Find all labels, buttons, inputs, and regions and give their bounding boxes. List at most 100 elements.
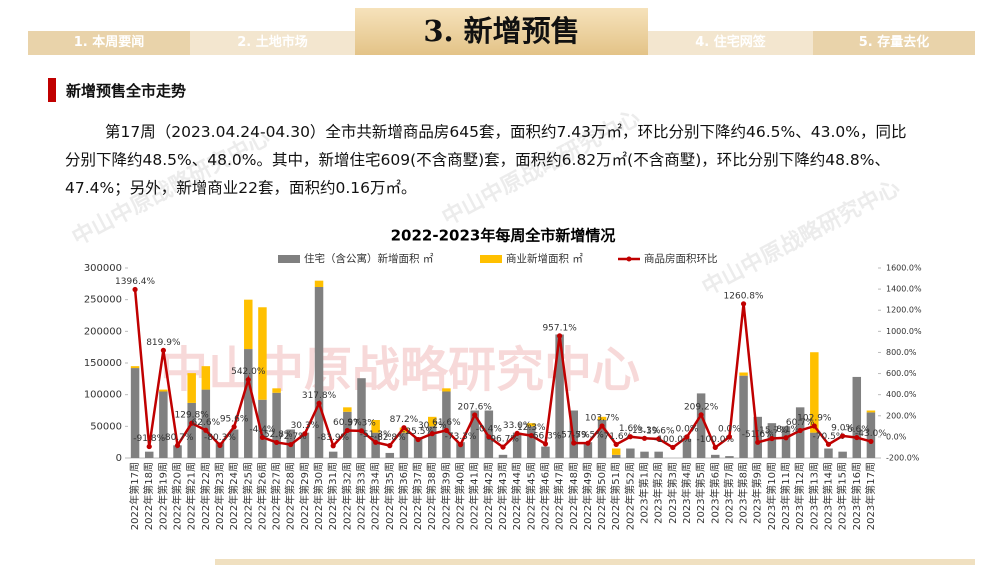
y-tick-label: 250000 bbox=[84, 295, 122, 306]
x-tick-label: 2023年第17周 bbox=[864, 462, 877, 530]
data-label: 542.0% bbox=[231, 367, 266, 377]
data-label: -0.4% bbox=[476, 424, 503, 434]
x-tick-label: 2022年第21周 bbox=[185, 462, 198, 530]
tab[interactable]: 5. 存量去化 bbox=[813, 31, 975, 55]
x-tick-label: 2022年第17周 bbox=[128, 462, 141, 530]
bar bbox=[244, 299, 253, 350]
line-marker bbox=[132, 286, 138, 293]
data-label: -66.3% bbox=[530, 431, 562, 441]
x-tick-label: 2023年第10周 bbox=[765, 462, 778, 530]
bar bbox=[300, 432, 310, 458]
data-label: -19.6% bbox=[643, 426, 675, 436]
bar bbox=[413, 437, 423, 458]
bar bbox=[866, 412, 876, 458]
x-tick-label: 2023年第6周 bbox=[708, 462, 721, 524]
line-marker bbox=[203, 427, 209, 433]
bar bbox=[852, 376, 862, 458]
x-tick-label: 2023年第11周 bbox=[779, 462, 792, 530]
data-label: -96.7% bbox=[487, 435, 519, 445]
data-label: 0.0% bbox=[676, 424, 699, 434]
y-tick-label: 150000 bbox=[84, 358, 122, 369]
bar bbox=[130, 366, 140, 369]
x-tick-label: 2022年第35周 bbox=[383, 462, 396, 530]
line-marker bbox=[302, 431, 308, 437]
data-label: -80.7% bbox=[162, 433, 194, 443]
data-label: -100.0% bbox=[654, 435, 692, 445]
bar bbox=[343, 411, 352, 458]
line-marker bbox=[698, 412, 704, 418]
tab-active[interactable]: 3. 新增预售 bbox=[355, 8, 648, 55]
data-label: 60.9% bbox=[333, 418, 362, 428]
legend-label: 商品房面积环比 bbox=[644, 252, 718, 265]
tab[interactable]: 4. 住宅网签 bbox=[648, 31, 813, 55]
data-label: -100.0% bbox=[696, 435, 734, 445]
bar bbox=[229, 429, 239, 458]
x-tick-label: 2022年第33周 bbox=[354, 462, 367, 530]
line-marker bbox=[358, 428, 365, 434]
line-marker bbox=[514, 430, 520, 437]
bar bbox=[470, 410, 479, 458]
line-marker bbox=[797, 427, 803, 434]
y-tick-label: 0 bbox=[116, 453, 122, 464]
data-label: 30.2% bbox=[418, 421, 447, 431]
x-tick-label: 2022年第41周 bbox=[468, 462, 481, 530]
line-marker bbox=[599, 423, 605, 429]
line-marker bbox=[769, 435, 775, 442]
bar bbox=[314, 287, 324, 458]
bar bbox=[456, 442, 465, 458]
bar bbox=[781, 426, 791, 458]
line-marker bbox=[189, 420, 195, 426]
line-marker bbox=[344, 427, 350, 434]
line-marker bbox=[486, 434, 492, 440]
x-tick-label: 2022年第43周 bbox=[496, 462, 509, 530]
data-label: -8.1% bbox=[773, 425, 800, 435]
data-label: -71.6% bbox=[600, 432, 632, 442]
line-marker bbox=[415, 436, 421, 443]
x-tick-label: 2022年第38周 bbox=[425, 462, 438, 530]
data-label: 87.2% bbox=[390, 415, 419, 425]
x-tick-label: 2023年第8周 bbox=[737, 462, 750, 524]
data-label: 30.3% bbox=[291, 421, 320, 431]
line-marker bbox=[316, 400, 322, 406]
bar bbox=[272, 388, 281, 393]
bar bbox=[611, 454, 621, 458]
data-label: -4.4% bbox=[249, 425, 276, 435]
data-label: -51.3% bbox=[360, 430, 392, 440]
data-label: 62.6% bbox=[192, 418, 221, 428]
data-label: -52.8% bbox=[261, 430, 293, 440]
data-label: 209.2% bbox=[684, 402, 719, 412]
data-label: 819.9% bbox=[146, 338, 181, 348]
data-label: 103.7% bbox=[585, 413, 620, 423]
data-label: 1396.4% bbox=[115, 277, 155, 287]
bar bbox=[258, 399, 267, 458]
data-label: -51.6% bbox=[742, 430, 774, 440]
data-label: -80.3% bbox=[204, 433, 236, 443]
bar bbox=[144, 451, 154, 458]
line-marker bbox=[557, 333, 563, 339]
x-tick-label: 2023年第16周 bbox=[850, 462, 863, 530]
x-tick-label: 2022年第45周 bbox=[524, 462, 537, 530]
section-title: 新增预售全市走势 bbox=[66, 82, 187, 100]
tab[interactable]: 2. 土地市场 bbox=[190, 31, 355, 55]
bar bbox=[272, 392, 281, 458]
line-marker bbox=[542, 441, 549, 447]
line-marker bbox=[868, 438, 874, 445]
legend-swatch bbox=[480, 255, 502, 263]
bar bbox=[611, 448, 621, 455]
x-tick-label: 2023年第3周 bbox=[666, 462, 679, 524]
x-tick-label: 2022年第42周 bbox=[482, 462, 495, 530]
data-label: 102.9% bbox=[797, 414, 832, 424]
x-tick-label: 2022年第24周 bbox=[227, 462, 240, 530]
y2-tick-label: 1400.0% bbox=[886, 285, 922, 294]
data-label: -70.5% bbox=[813, 432, 845, 442]
line-marker bbox=[571, 440, 577, 446]
x-tick-label: 2023年第7周 bbox=[722, 462, 735, 524]
x-tick-label: 2023年第4周 bbox=[680, 462, 693, 524]
x-tick-label: 2022年第49周 bbox=[581, 462, 594, 530]
x-tick-label: 2023年第12周 bbox=[793, 462, 806, 530]
bar bbox=[838, 451, 847, 458]
tab[interactable]: 1. 本周要闻 bbox=[28, 31, 190, 55]
bar bbox=[399, 432, 409, 458]
line-marker bbox=[854, 434, 860, 441]
